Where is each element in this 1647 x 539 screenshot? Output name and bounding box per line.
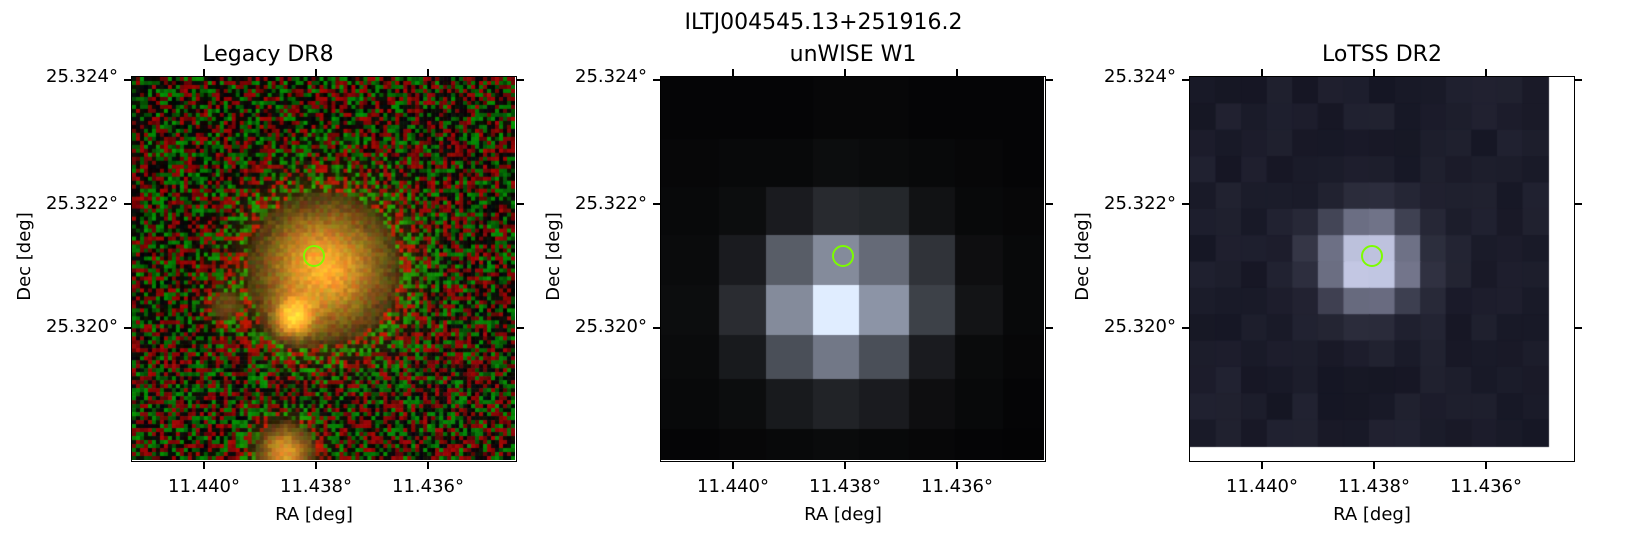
y-tick-label: 25.320°	[46, 316, 118, 337]
x-tick-mark	[203, 462, 205, 469]
x-axis-label: RA [deg]	[804, 504, 882, 525]
y-tick-mark	[124, 79, 131, 81]
legacy-optical-image	[132, 77, 515, 460]
x-tick-label: 11.440°	[697, 476, 769, 497]
x-tick-mark	[732, 462, 734, 469]
panel-legacy-dr8: Legacy DR8 25.324° 25.322° 25.320° 11.44…	[0, 0, 540, 539]
x-tick-mark	[427, 462, 429, 469]
x-tick-mark	[1485, 462, 1487, 469]
y-tick-mark	[517, 203, 524, 205]
y-tick-label: 25.320°	[575, 316, 647, 337]
y-axis-label: Dec [deg]	[1071, 212, 1093, 301]
x-tick-label: 11.436°	[921, 476, 993, 497]
panel-title: unWISE W1	[789, 42, 917, 67]
target-marker	[303, 245, 325, 267]
lotss-image-frame	[1189, 76, 1575, 462]
y-tick-mark	[1575, 327, 1582, 329]
y-tick-label: 25.320°	[1104, 316, 1176, 337]
x-tick-mark	[1373, 462, 1375, 469]
figure-title: ILTJ004545.13+251916.2	[684, 10, 963, 35]
y-tick-mark	[517, 327, 524, 329]
panel-title: LoTSS DR2	[1322, 42, 1442, 67]
y-tick-mark	[1182, 327, 1189, 329]
legacy-image-frame	[131, 76, 517, 462]
y-tick-mark	[653, 327, 660, 329]
x-tick-mark	[1373, 69, 1375, 76]
x-tick-mark	[844, 69, 846, 76]
y-tick-mark	[1046, 79, 1053, 81]
x-tick-mark	[956, 462, 958, 469]
x-axis-label: RA [deg]	[275, 504, 353, 525]
x-tick-label: 11.438°	[809, 476, 881, 497]
x-tick-mark	[315, 462, 317, 469]
y-tick-label: 25.322°	[1104, 193, 1176, 214]
x-tick-mark	[427, 69, 429, 76]
y-tick-label: 25.322°	[46, 193, 118, 214]
y-tick-mark	[1575, 79, 1582, 81]
y-tick-mark	[1575, 203, 1582, 205]
y-tick-mark	[1046, 327, 1053, 329]
y-tick-mark	[1046, 203, 1053, 205]
target-marker	[832, 245, 854, 267]
x-tick-mark	[844, 462, 846, 469]
y-tick-mark	[517, 79, 524, 81]
x-tick-label: 11.438°	[1338, 476, 1410, 497]
x-tick-mark	[732, 69, 734, 76]
unwise-infrared-image	[661, 77, 1044, 460]
x-tick-label: 11.436°	[392, 476, 464, 497]
y-axis-label: Dec [deg]	[542, 212, 564, 301]
y-tick-label: 25.324°	[46, 66, 118, 87]
panel-unwise-w1: unWISE W1 25.324° 25.322° 25.320° 11.440…	[529, 0, 1069, 539]
x-tick-mark	[203, 69, 205, 76]
y-tick-label: 25.324°	[575, 66, 647, 87]
x-tick-mark	[956, 69, 958, 76]
y-tick-mark	[124, 203, 131, 205]
lotss-radio-image	[1190, 77, 1573, 460]
x-tick-label: 11.436°	[1450, 476, 1522, 497]
y-tick-mark	[653, 79, 660, 81]
y-axis-label: Dec [deg]	[13, 212, 35, 301]
x-tick-label: 11.438°	[280, 476, 352, 497]
y-tick-label: 25.322°	[575, 193, 647, 214]
x-tick-mark	[1261, 69, 1263, 76]
x-tick-mark	[315, 69, 317, 76]
x-axis-label: RA [deg]	[1333, 504, 1411, 525]
x-tick-label: 11.440°	[168, 476, 240, 497]
x-tick-mark	[1485, 69, 1487, 76]
unwise-image-frame	[660, 76, 1046, 462]
y-tick-mark	[124, 327, 131, 329]
panel-title: Legacy DR8	[202, 42, 334, 67]
y-tick-mark	[1182, 203, 1189, 205]
target-marker	[1361, 245, 1383, 267]
y-tick-mark	[1182, 79, 1189, 81]
x-tick-mark	[1261, 462, 1263, 469]
y-tick-label: 25.324°	[1104, 66, 1176, 87]
panel-lotss-dr2: LoTSS DR2 25.324° 25.322° 25.320° 11.440…	[1058, 0, 1598, 539]
y-tick-mark	[653, 203, 660, 205]
x-tick-label: 11.440°	[1226, 476, 1298, 497]
